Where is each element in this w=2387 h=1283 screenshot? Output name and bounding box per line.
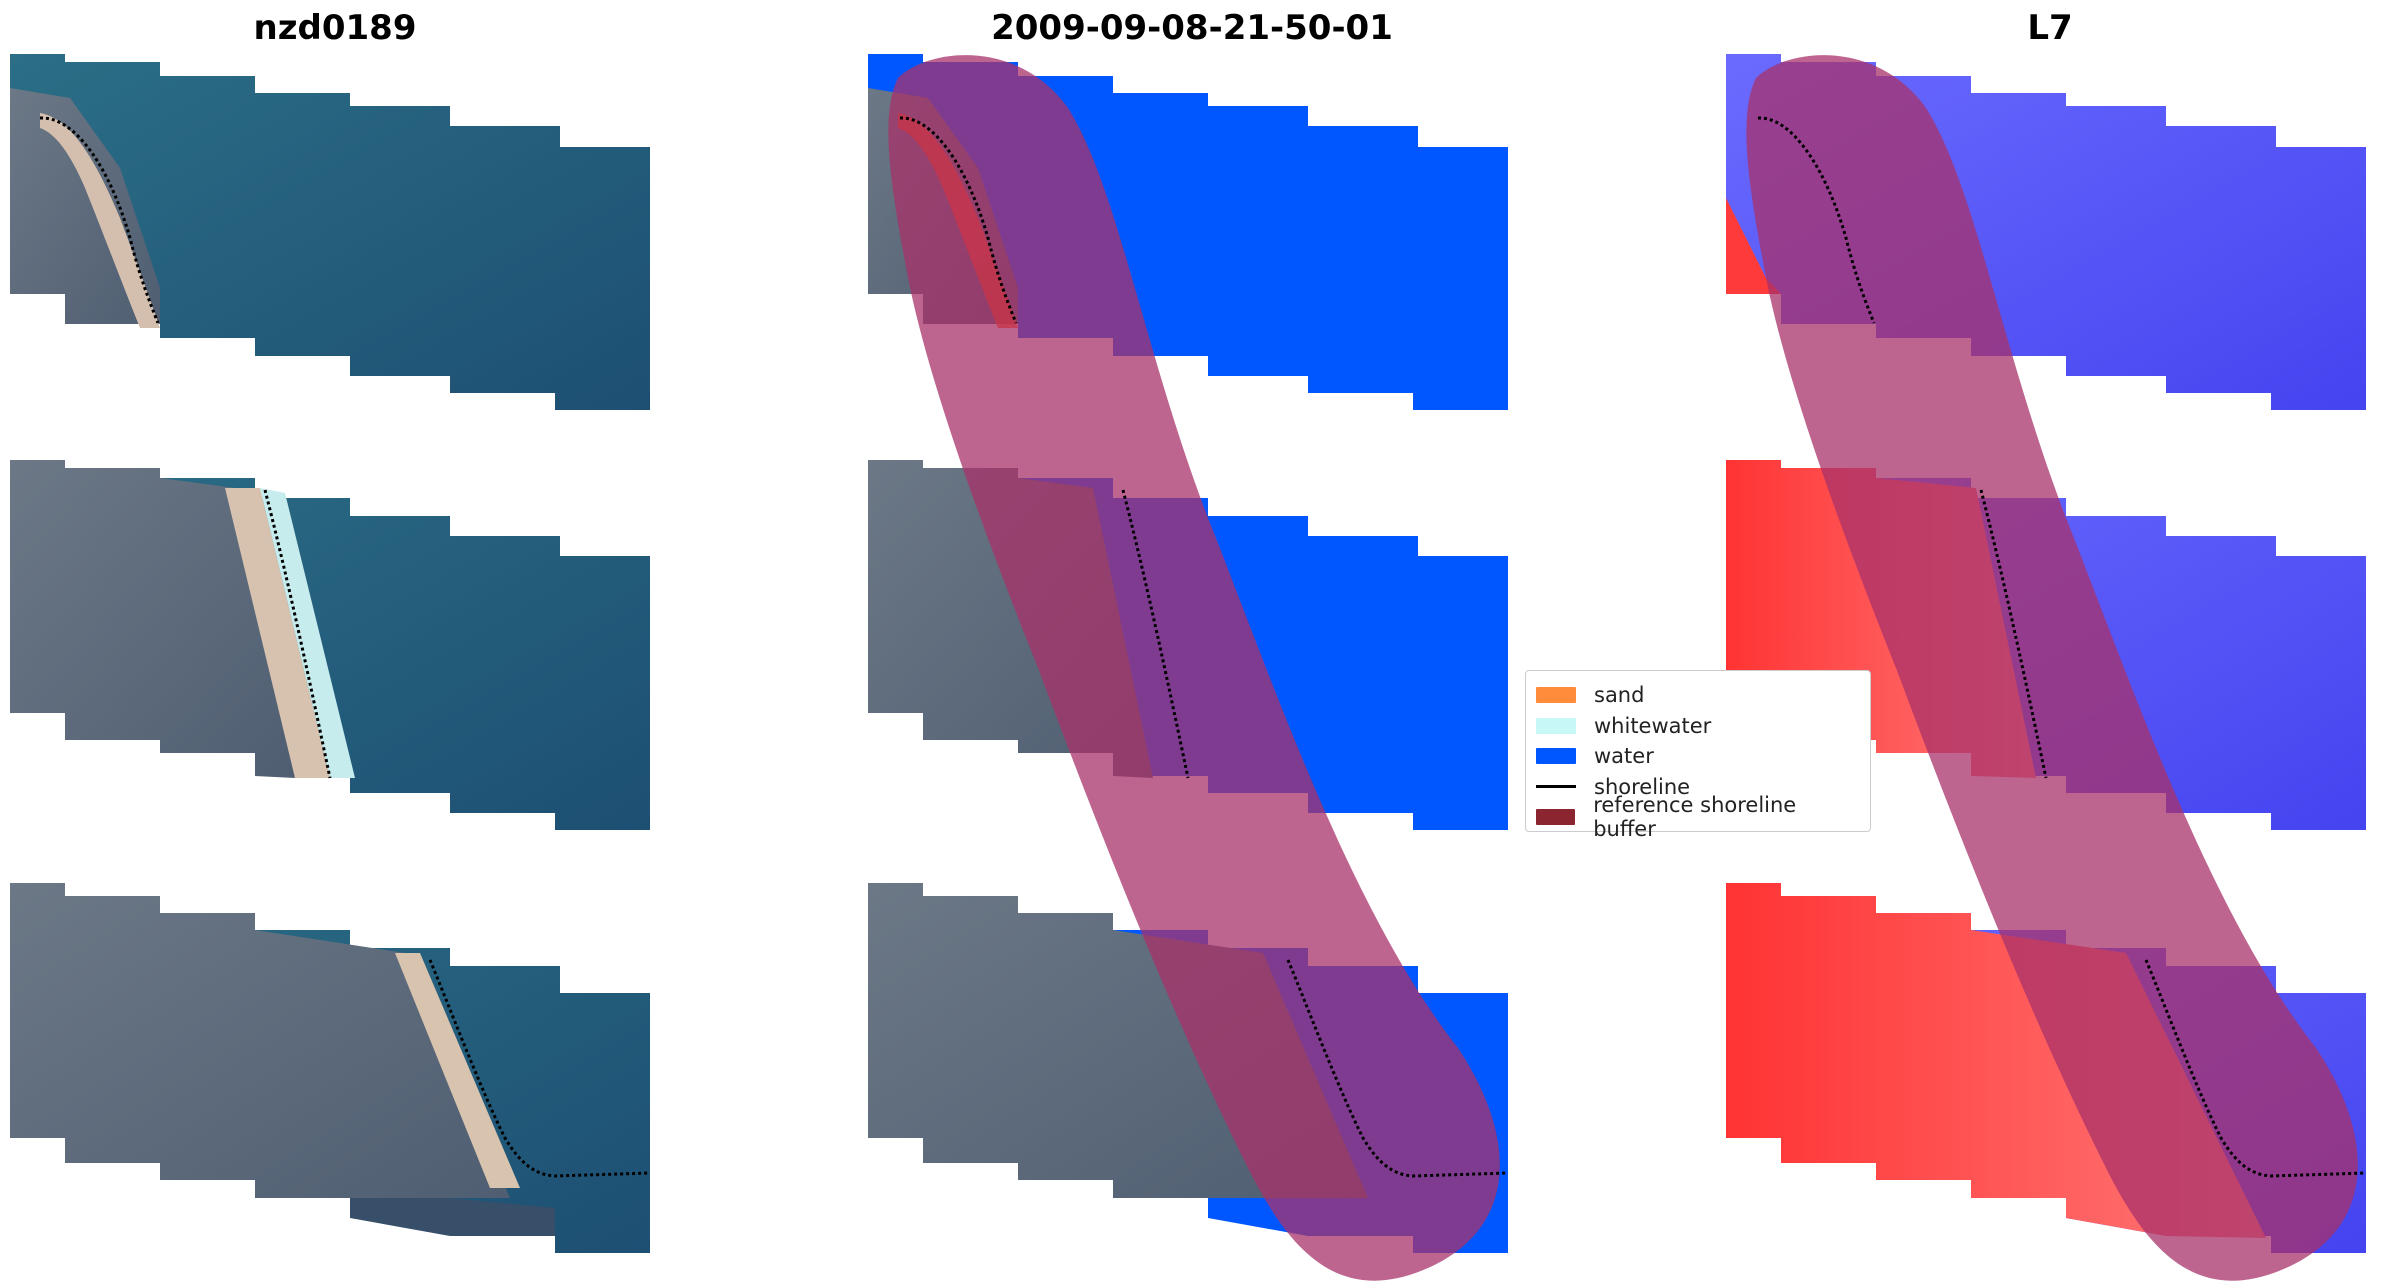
classification-panel [868, 54, 1509, 1281]
image-strip-2 [10, 460, 650, 830]
legend-swatch [1536, 717, 1576, 734]
legend-item-water: water [1536, 741, 1860, 772]
index-panel [1726, 54, 2367, 1281]
legend-swatch [1536, 748, 1576, 765]
legend-swatch [1536, 809, 1576, 826]
legend-label: shoreline [1594, 774, 1691, 799]
legend-label: reference shoreline buffer [1593, 793, 1797, 842]
legend-label: water [1594, 744, 1654, 769]
legend-item-sand: sand [1536, 680, 1860, 711]
rgb-image-panel [10, 54, 651, 1253]
legend-swatch [1536, 785, 1576, 789]
legend-item-shoreline: shoreline [1536, 772, 1860, 803]
image-strip-1 [10, 54, 650, 410]
legend-swatch [1536, 687, 1576, 704]
index-title: L7 [2027, 8, 2073, 48]
shoreline-3 [428, 959, 651, 1178]
legend-label: sand [1594, 683, 1645, 708]
image-strip-3 [10, 883, 650, 1253]
legend: sand whitewater water shoreline reference sh… [1525, 670, 1871, 841]
reference-shoreline-buffer [888, 55, 1500, 1281]
legend-item-reference-shoreline-buffer: reference shoreline buffer [1536, 793, 1860, 841]
shoreline-2 [263, 489, 332, 779]
image-title: nzd0189 [253, 8, 417, 48]
reference-shoreline-buffer-index [1746, 55, 2358, 1281]
shoreline-1 [39, 116, 160, 324]
legend-item-whitewater: whitewater [1536, 711, 1860, 742]
classification-title: 2009-09-08-21-50-01 [991, 8, 1393, 48]
legend-label: whitewater [1594, 713, 1712, 738]
